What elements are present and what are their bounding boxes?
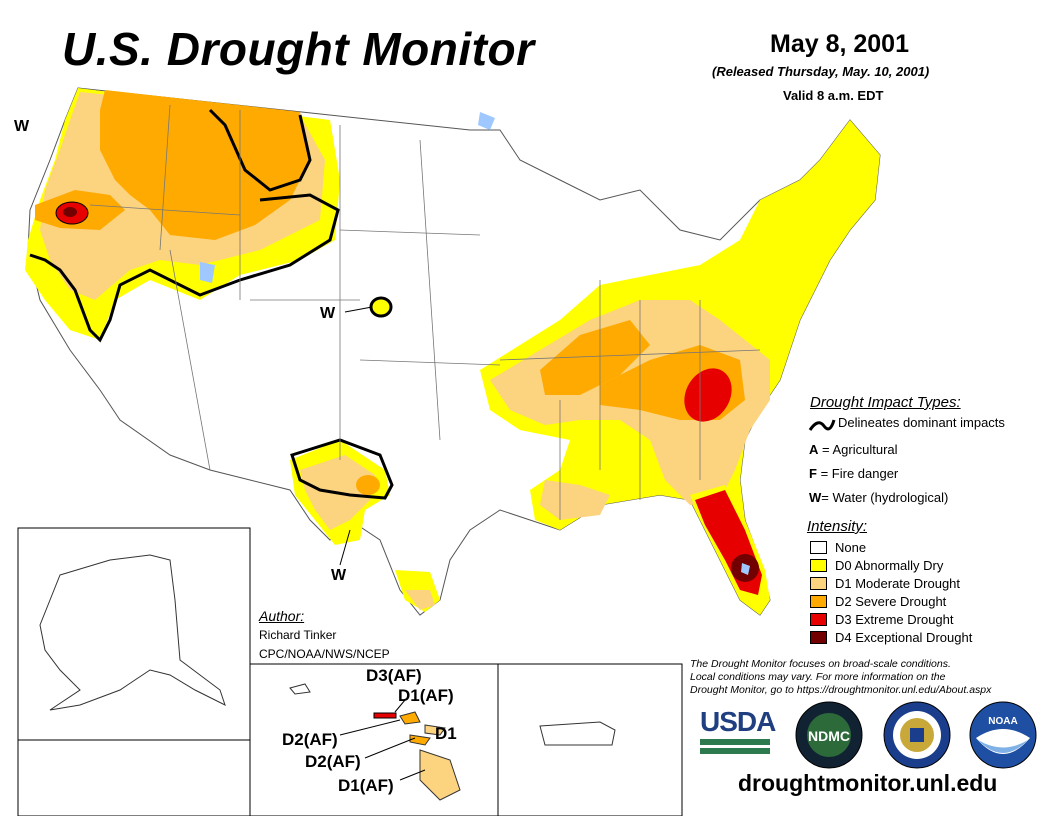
swatch-d3 (810, 613, 827, 626)
impact-item-a: A = Agricultural (809, 442, 898, 457)
intensity-legend-heading: Intensity: (807, 518, 868, 535)
alaska-shape (39, 554, 226, 711)
valid-time: Valid 8 a.m. EDT (783, 88, 884, 103)
d3-carolina (684, 368, 732, 422)
swatch-none (810, 541, 827, 554)
swatch-d0 (810, 559, 827, 572)
author-name: Richard Tinker (259, 628, 337, 642)
impact-item-w: W= Water (hydrological) (809, 490, 949, 505)
noaa-logo: NOAA (969, 701, 1037, 769)
author-org: CPC/NOAA/NWS/NCEP (259, 647, 390, 661)
w-label-northwest: W (14, 118, 30, 135)
hawaii-label-6: D1(AF) (338, 776, 394, 795)
svg-text:NOAA: NOAA (988, 716, 1017, 727)
hawaii-label-3: D2(AF) (282, 730, 338, 749)
impact-item-f: F = Fire danger (809, 466, 899, 481)
swatch-d1 (810, 577, 827, 590)
impact-line-texas (290, 438, 394, 500)
impact-line-west (29, 193, 340, 343)
website-link[interactable]: droughtmonitor.unl.edu (738, 770, 998, 796)
legend-none: None (835, 540, 867, 555)
puerto-rico (539, 721, 616, 746)
impact-line-icon (808, 419, 836, 431)
legend-d1: D1 Moderate Drought (835, 576, 961, 591)
d2-west-north (100, 90, 310, 240)
d2-midsouth (540, 320, 650, 395)
swatch-d4 (810, 631, 827, 644)
legend-d2: D2 Severe Drought (835, 594, 947, 609)
info-note: The Drought Monitor focuses on broad-sca… (690, 658, 992, 696)
impact-legend-heading: Drought Impact Types: (810, 394, 961, 411)
hawaii-label-4: D1 (435, 724, 457, 743)
impact-line-northwest (208, 108, 312, 192)
hawaii-label-1: D3(AF) (366, 666, 422, 685)
commerce-seal-logo (883, 701, 951, 769)
hawaii-inset (249, 663, 683, 816)
hawaii-label-5: D2(AF) (305, 752, 361, 771)
legend-d3: D3 Extreme Drought (835, 612, 954, 627)
released-date: (Released Thursday, May. 10, 2001) (712, 64, 930, 79)
ndmc-logo: NDMC (795, 701, 863, 769)
w-label-colorado: W (320, 305, 336, 322)
w-label-texas: W (331, 567, 347, 584)
page-title: U.S. Drought Monitor (62, 23, 535, 75)
state-borders (89, 104, 761, 520)
svg-text:NDMC: NDMC (808, 728, 850, 744)
d1-gulf (540, 480, 610, 520)
legend-d0: D0 Abnormally Dry (835, 558, 944, 573)
swatch-d2 (810, 595, 827, 608)
hawaii-d3 (373, 712, 397, 719)
legend-d4: D4 Exceptional Drought (835, 630, 973, 645)
map-date: May 8, 2001 (770, 30, 909, 58)
hawaii-label-2: D1(AF) (398, 686, 454, 705)
usda-logo: USDA (700, 706, 776, 762)
author-heading: Author: (259, 608, 305, 624)
d2-texas (356, 475, 380, 495)
impact-legend-delineates: Delineates dominant impacts (838, 415, 1005, 430)
